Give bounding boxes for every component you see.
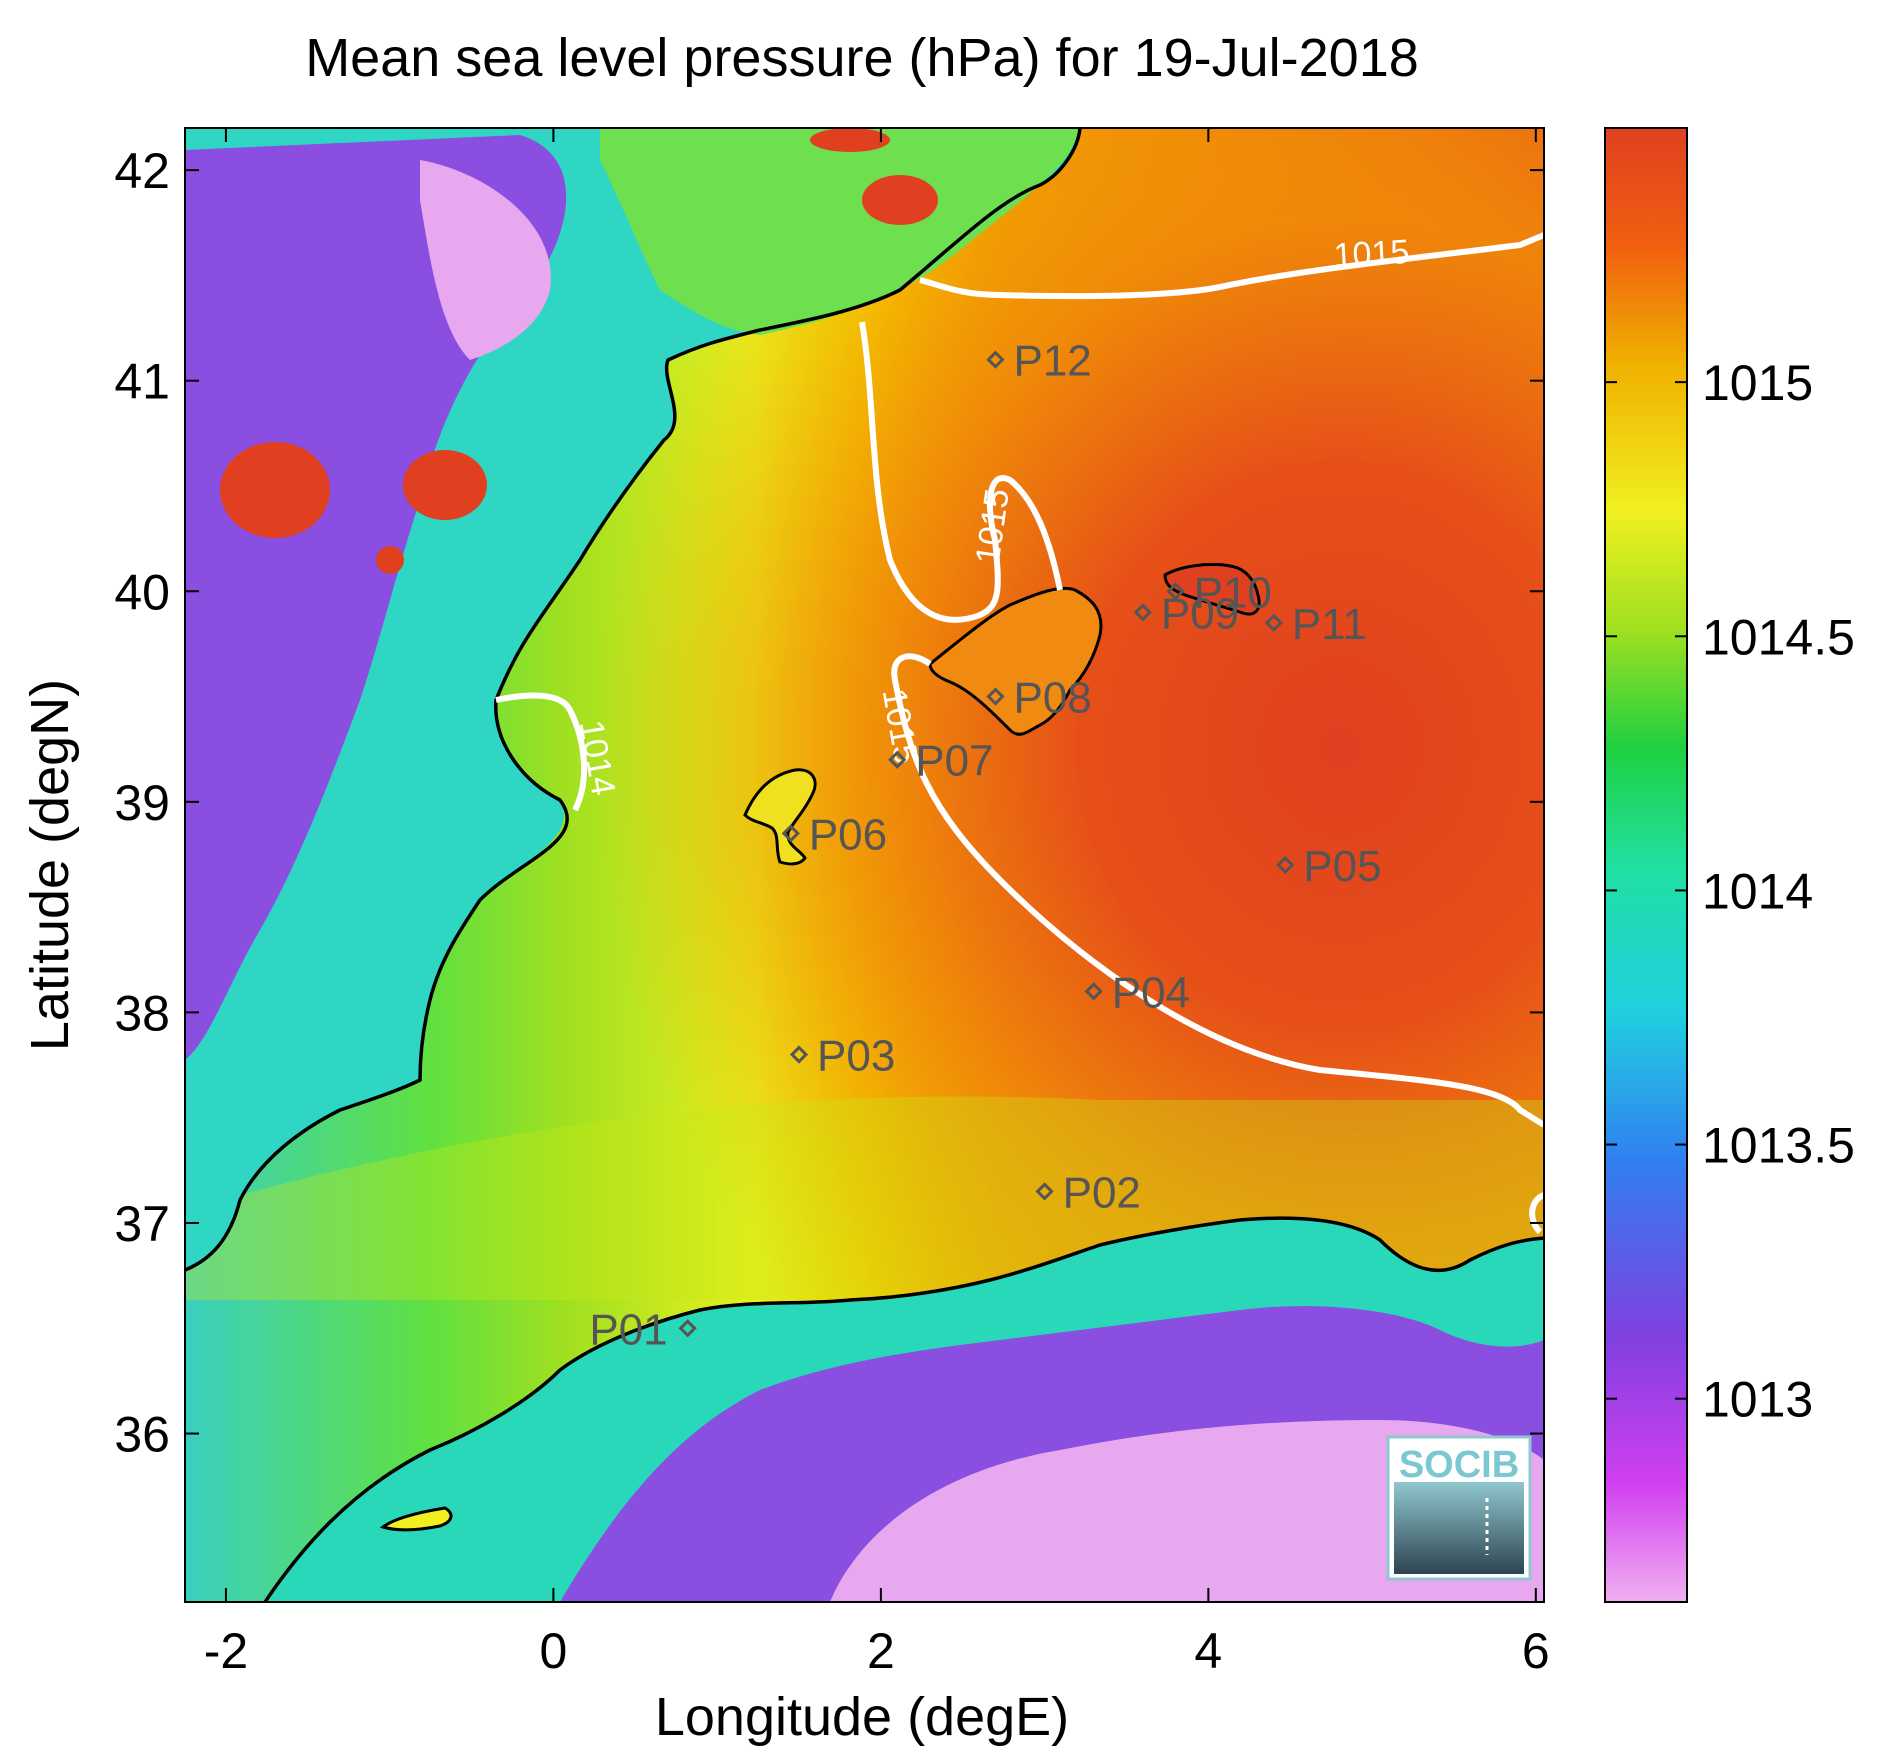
iberia-coastline <box>185 128 1082 1272</box>
land-high-blob-5 <box>810 128 890 152</box>
station-marker-p03 <box>789 1045 809 1064</box>
station-marker-p12 <box>986 350 1005 369</box>
land-high-blob-2 <box>403 450 487 520</box>
socib-logo-sea <box>1394 1482 1524 1574</box>
station-label: P10 <box>1194 568 1272 617</box>
station-marker-p05 <box>1276 855 1295 875</box>
x-tick-label: 4 <box>1194 1623 1222 1679</box>
mallorca-island <box>928 586 1103 736</box>
station-label: P08 <box>1013 674 1091 723</box>
station-marker-p07 <box>888 750 907 769</box>
isobar-1015-south <box>891 653 1544 1128</box>
station-marker-p09 <box>1133 603 1152 622</box>
station-label: P07 <box>915 737 993 786</box>
isobar-1015-west <box>859 321 1063 623</box>
x-axis-label: Longitude (degE) <box>655 1687 1069 1747</box>
menorca-island <box>1163 562 1261 616</box>
colorbar-ticks: 1015 1014.5 1014 1013.5 1013 <box>1605 355 1855 1428</box>
station-label: P12 <box>1013 337 1091 386</box>
station-label: P01 <box>589 1305 667 1354</box>
colorbar-tick-label: 1014.5 <box>1702 609 1855 665</box>
colorbar-tick-label: 1013.5 <box>1702 1118 1855 1174</box>
y-tick-label: 38 <box>114 985 170 1041</box>
isobar-1015-north <box>919 232 1544 300</box>
station-marker-p06 <box>781 824 800 843</box>
y-tick-label: 40 <box>114 564 170 620</box>
station-label: P03 <box>817 1032 895 1081</box>
chart-title: Mean sea level pressure (hPa) for 19-Jul… <box>305 28 1419 88</box>
land-high-blob-1 <box>220 442 330 538</box>
colorbar-tick-label: 1013 <box>1702 1372 1813 1428</box>
station-label: P04 <box>1112 968 1190 1017</box>
station-marker-p08 <box>986 687 1005 706</box>
y-tick-label: 39 <box>114 775 170 831</box>
station-marker-p01 <box>678 1319 697 1338</box>
ibiza-island <box>743 768 817 866</box>
colorbar-tick-label: 1015 <box>1702 355 1813 411</box>
plot-frame <box>184 127 1545 1603</box>
station-label: P11 <box>1292 600 1367 649</box>
colorbar <box>1604 127 1688 1603</box>
station-label: P05 <box>1303 842 1381 891</box>
y-axis-label: Latitude (degN) <box>20 679 80 1051</box>
isobar-1014 <box>495 692 587 812</box>
y-tick-label: 36 <box>114 1407 170 1463</box>
x-tick-label: -2 <box>204 1623 248 1679</box>
x-tick-label: 2 <box>867 1623 895 1679</box>
iberia-coastal-green <box>600 128 1080 335</box>
station-label: P02 <box>1063 1168 1141 1217</box>
station-marker-p11 <box>1264 613 1283 632</box>
africa-inland-light <box>830 1420 1544 1602</box>
y-tick-label: 37 <box>114 1196 170 1252</box>
x-tick-label: 6 <box>1522 1623 1550 1679</box>
y-axis-ticks: 42 41 40 39 38 37 36 <box>114 143 1544 1463</box>
land-high-blob-4 <box>862 175 938 225</box>
y-tick-label: 41 <box>114 354 170 410</box>
land-high-blob-3 <box>376 546 404 574</box>
iberia-plateau <box>185 135 567 1060</box>
socib-logo: SOCIB <box>1386 1435 1532 1581</box>
africa-coastline <box>263 1216 1544 1602</box>
station-marker-p10 <box>1166 582 1185 601</box>
iberia-plateau-light <box>420 160 551 360</box>
alboran-island <box>379 1506 453 1532</box>
y-tick-label: 42 <box>114 143 170 199</box>
contour-label: 1015 <box>1333 233 1411 275</box>
station-label: P06 <box>809 810 887 859</box>
isobar-corner <box>1529 1192 1544 1235</box>
station-marker-p02 <box>1035 1182 1054 1201</box>
socib-logo-text: SOCIB <box>1399 1444 1519 1486</box>
x-axis-ticks: -2 0 2 4 6 <box>204 128 1550 1679</box>
x-tick-label: 0 <box>539 1623 567 1679</box>
colorbar-tick-label: 1014 <box>1702 863 1813 919</box>
station-marker-p04 <box>1084 982 1103 1001</box>
